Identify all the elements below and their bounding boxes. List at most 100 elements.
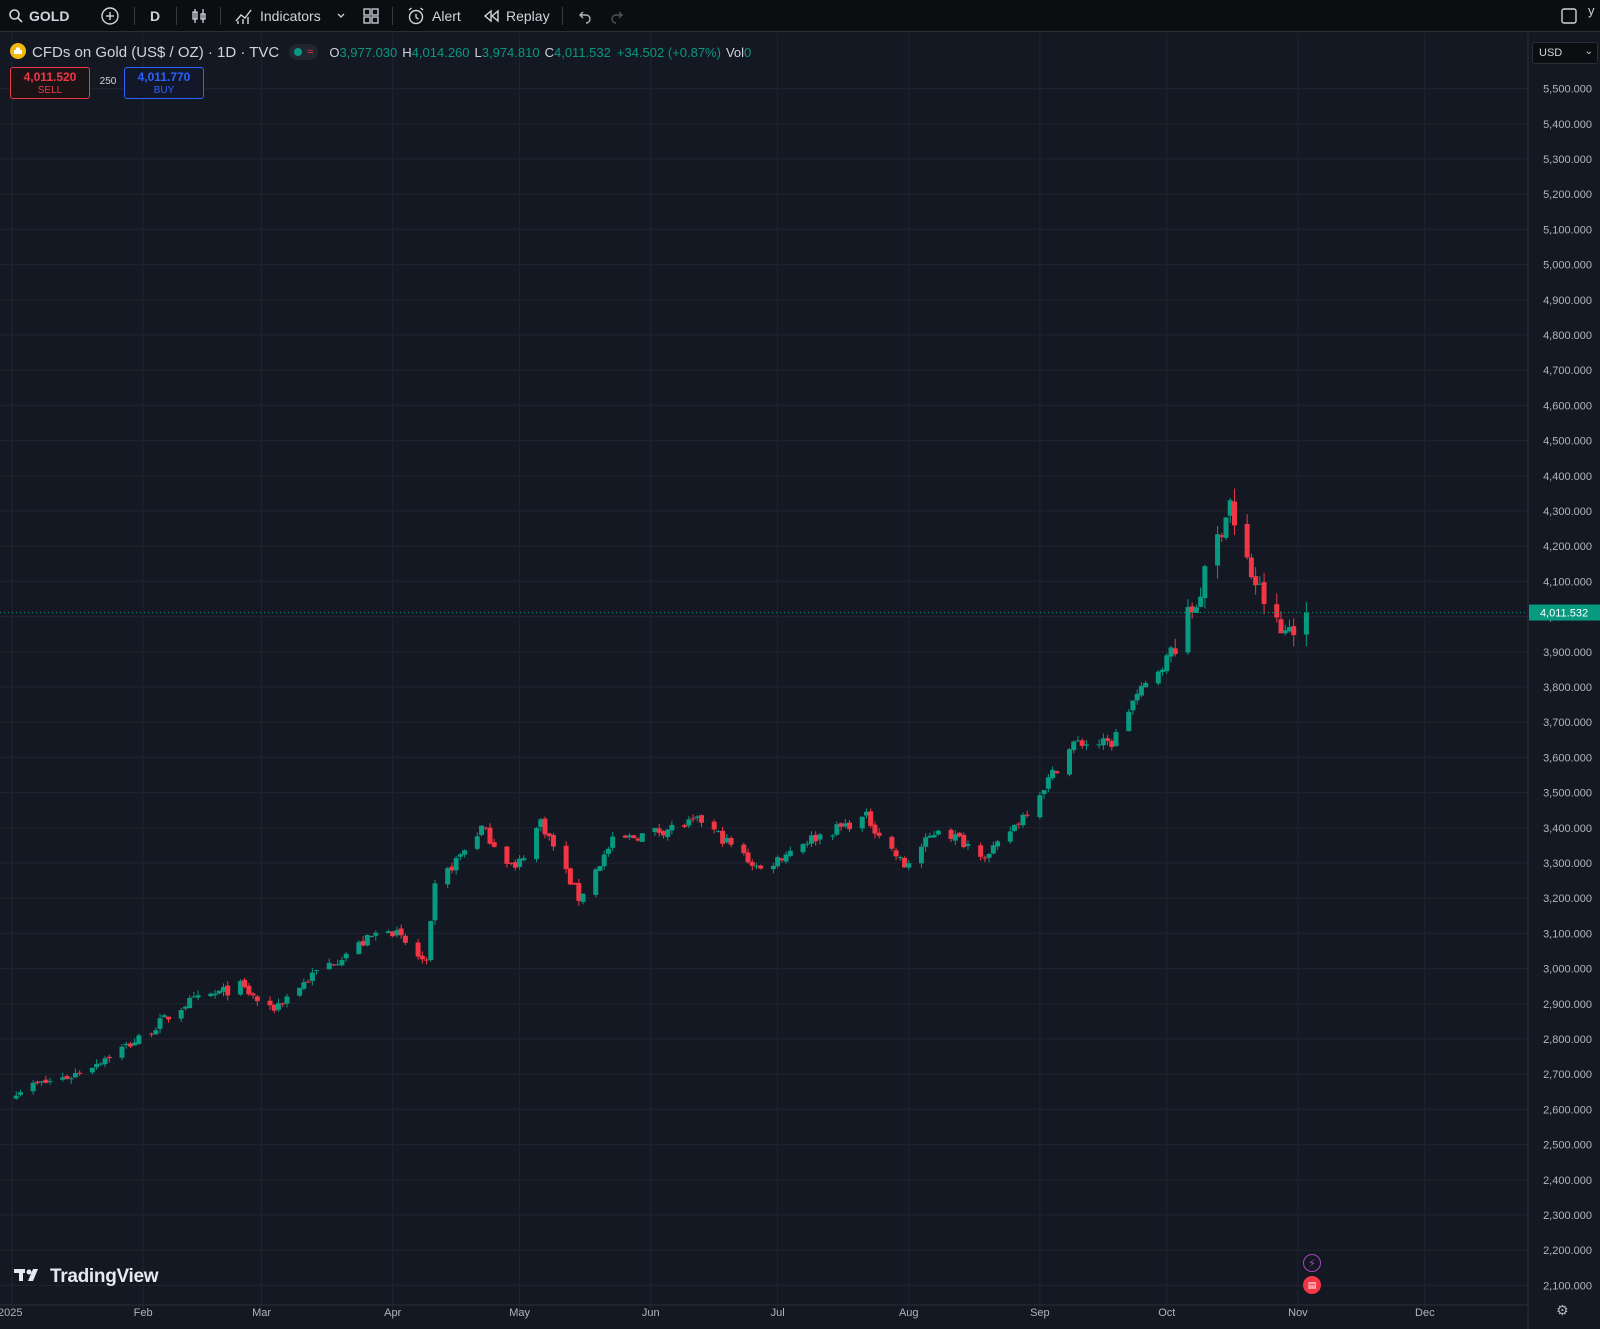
candle-body [834,824,840,835]
candle-body [30,1082,36,1092]
chart-type-button[interactable] [190,0,208,32]
x-tick-label: Jul [771,1307,785,1319]
candle-body [1054,771,1060,774]
redo-button[interactable] [610,0,626,32]
candle-body [1016,823,1022,825]
account-label[interactable]: y [1588,2,1595,18]
compare-add-button[interactable] [100,0,120,32]
chart-background [0,33,1600,1329]
chart-area[interactable]: 5,500.000 5,400.000 5,300.000 5,200.000 5,10… [0,33,1600,1329]
candle-body [1138,685,1144,696]
price-chart[interactable]: 5,500.000 5,400.000 5,300.000 5,200.000 5,10… [0,33,1600,1329]
candle-body [136,1035,142,1045]
close-key: C [544,44,554,60]
candle-body [64,1076,70,1079]
candle-body [339,960,345,966]
candle-body [741,844,747,854]
candle-body [842,823,848,827]
symbol-title[interactable]: CFDs on Gold (US$ / OZ) · 1D · TVC [32,43,280,61]
candle-body [1126,711,1132,732]
candle-body [1172,648,1178,654]
tradingview-logo[interactable]: TradingView [14,1266,159,1288]
candle-body [1143,682,1149,688]
y-tick-label: 3,400.000 [1543,823,1592,835]
candle-body [597,866,603,871]
candle-body [715,831,721,833]
candle-body [656,828,662,833]
candle-body [546,833,552,837]
candle-body [1202,566,1208,599]
candle-body [330,964,336,966]
candle-body [305,981,311,983]
candle-body [550,835,556,847]
candle-body [686,819,692,826]
replay-button[interactable]: Replay [482,0,550,32]
candle-body [462,850,468,855]
candle-body [250,993,256,996]
candle-body [610,836,616,848]
candle-body [935,830,941,835]
candle-body [694,816,700,818]
candle-body [986,853,992,858]
layout-button[interactable] [362,0,380,32]
candle-body [580,893,586,902]
fullscreen-button[interactable] [1560,0,1578,32]
candle-body [787,850,793,856]
candle-body [271,1004,277,1011]
indicators-button[interactable]: Indicators [234,0,321,32]
currency-select[interactable]: USD ⌄ [1532,42,1598,64]
candle-body [254,996,260,1002]
candle-body [813,834,819,842]
candle-body [60,1077,66,1080]
candle-body [682,825,688,827]
event-flash-icon[interactable]: ⚡ [1303,1254,1321,1272]
candle-body [897,857,903,859]
indicators-dropdown[interactable] [336,0,346,32]
alert-button[interactable]: Alert [406,0,461,32]
candle-body [301,982,307,989]
candle-body [1020,814,1026,826]
sell-button[interactable]: 4,011.520 SELL [10,67,90,99]
candle-body [534,828,540,859]
y-tick-label: 3,000.000 [1543,964,1592,976]
buy-button[interactable]: 4,011.770 BUY [124,67,204,99]
candle-body [161,1015,167,1018]
candle-body [521,858,527,861]
candle-body [428,921,434,961]
market-status-pill[interactable]: ≈ [289,44,319,60]
open-key: O [329,44,340,60]
interval-button[interactable]: D [150,8,161,24]
x-tick-label: May [509,1307,530,1319]
candle-body [1041,790,1047,795]
candle-body [639,833,645,842]
candle-body [237,981,243,995]
candle-body [309,972,315,982]
candle-body [783,854,789,862]
candle-body [39,1081,45,1083]
candle-body [72,1073,78,1078]
candle-body [102,1058,108,1065]
undo-button[interactable] [576,0,592,32]
candle-body [43,1079,49,1083]
candle-body [1223,517,1229,538]
candle-body [356,942,362,955]
candle-body [132,1042,138,1046]
y-tick-label: 2,300.000 [1543,1210,1592,1222]
candle-body [364,935,370,946]
symbol-search[interactable]: GOLD [8,0,69,32]
candle-body [838,823,844,827]
volume-value: 0 [744,44,752,60]
chevron-down-icon: ⌄ [1584,46,1593,57]
candle-body [369,935,375,937]
gear-icon[interactable]: ⚙ [1556,1302,1569,1318]
candle-body [711,821,717,830]
candle-body [978,845,984,857]
candle-body [982,857,988,859]
x-tick-label: Aug [899,1307,919,1319]
y-tick-label: 5,300.000 [1543,154,1592,166]
x-tick-label: Apr [384,1307,401,1319]
us-flag-event-icon[interactable]: ▤ [1303,1276,1321,1294]
candle-body [212,993,218,996]
candle-body [652,828,658,832]
candle-body [267,1000,273,1006]
